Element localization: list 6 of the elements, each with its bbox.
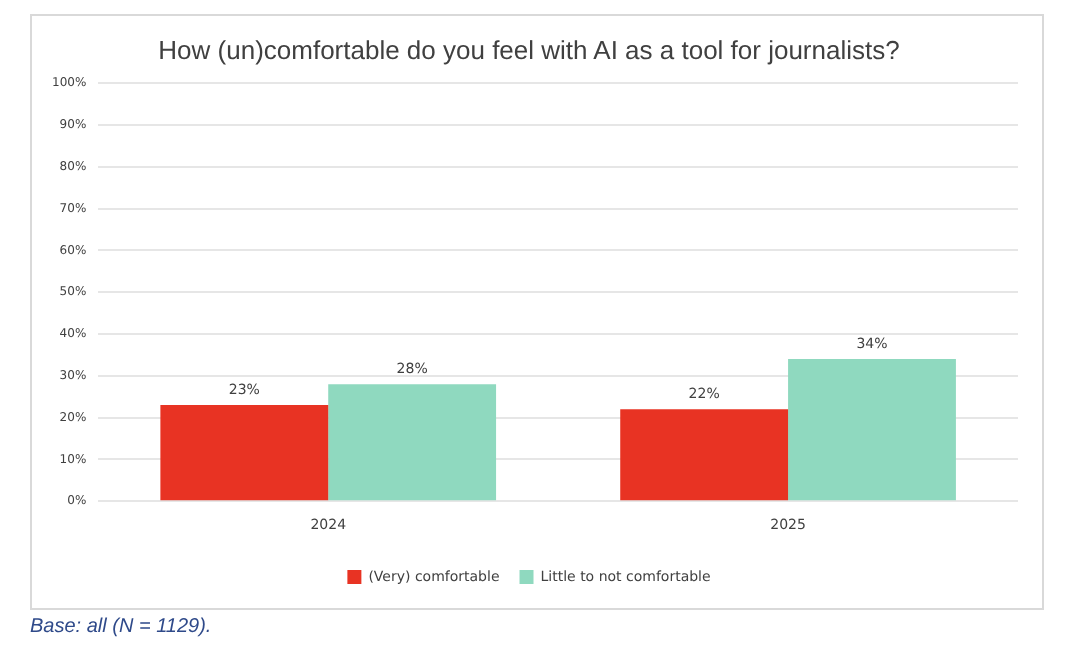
text: Base: all (N = 1129). <box>30 616 214 638</box>
chart-title: How (un)comfortable do you feel with AI as a tool for journalists? <box>158 34 900 65</box>
bar <box>620 409 789 501</box>
bar <box>160 405 329 501</box>
bar <box>328 384 497 501</box>
bar <box>788 359 956 501</box>
